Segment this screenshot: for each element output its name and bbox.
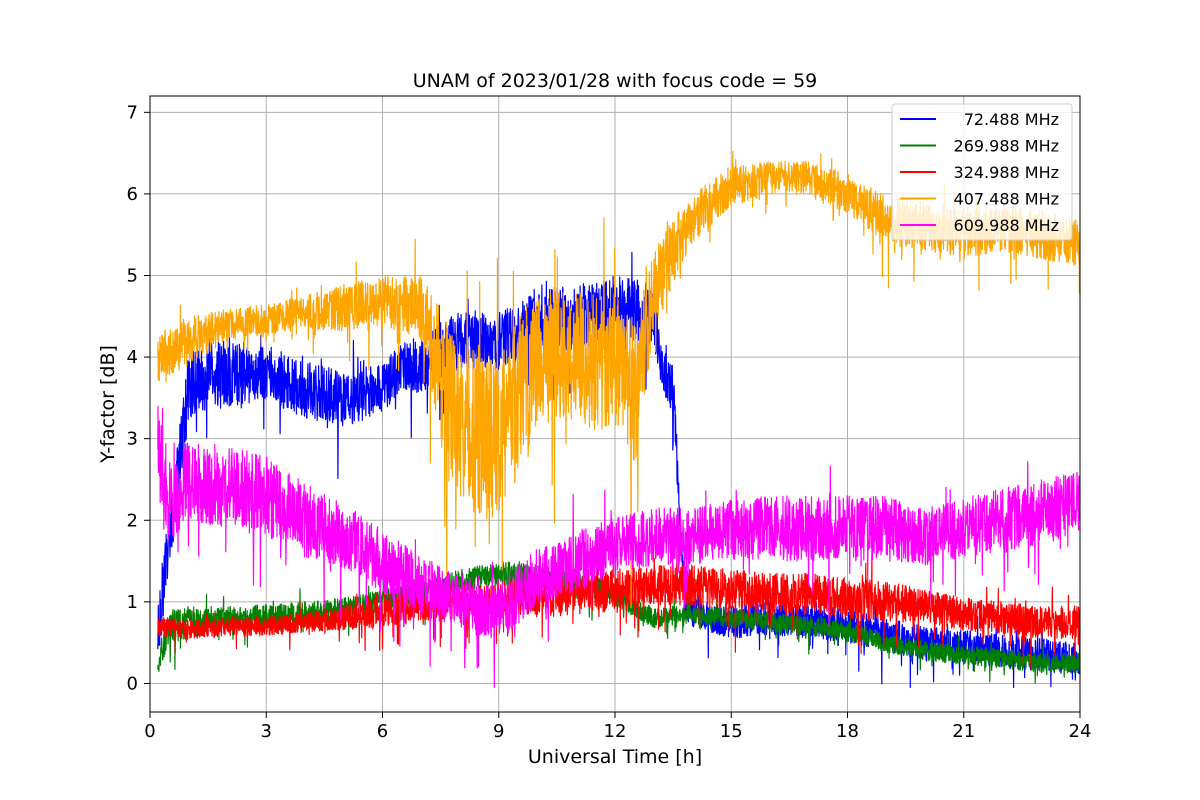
x-tick-label: 9: [493, 721, 504, 742]
plot-series: [157, 150, 1081, 689]
y-tick-label: 7: [127, 102, 138, 123]
legend-entry: 324.988 MHz: [954, 163, 1059, 182]
series-line: [157, 542, 1081, 670]
y-tick-label: 0: [127, 673, 138, 694]
series-line: [157, 251, 1081, 689]
x-axis-label: Universal Time [h]: [528, 746, 702, 768]
y-tick-label: 5: [127, 265, 138, 286]
x-tick-label: 18: [836, 721, 859, 742]
y-tick-label: 2: [127, 510, 138, 531]
x-tick-label: 12: [604, 721, 627, 742]
x-tick-label: 0: [144, 721, 155, 742]
x-tick-label: 24: [1069, 721, 1092, 742]
legend-entry: 72.488 MHz: [964, 110, 1059, 129]
legend-entry: 407.488 MHz: [954, 190, 1059, 209]
chart-title: UNAM of 2023/01/28 with focus code = 59: [413, 70, 818, 92]
y-tick-label: 1: [127, 592, 138, 613]
legend: 72.488 MHz 269.988 MHz 324.988 MHz 407.488 …: [891, 103, 1073, 241]
y-axis-label: Y-factor [dB]: [97, 345, 119, 464]
legend-entry: 269.988 MHz: [954, 137, 1059, 156]
legend-entry: 609.988 MHz: [954, 216, 1059, 235]
x-tick-label: 21: [952, 721, 975, 742]
x-tick-label: 6: [377, 721, 388, 742]
series-line: [157, 406, 1081, 689]
legend-box: [891, 103, 1073, 241]
y-tick-label: 4: [127, 347, 138, 368]
y-tick-label: 3: [127, 429, 138, 450]
x-tick-label: 3: [261, 721, 272, 742]
x-tick-label: 15: [720, 721, 743, 742]
series-line: [157, 555, 1081, 684]
y-tick-label: 6: [127, 184, 138, 205]
